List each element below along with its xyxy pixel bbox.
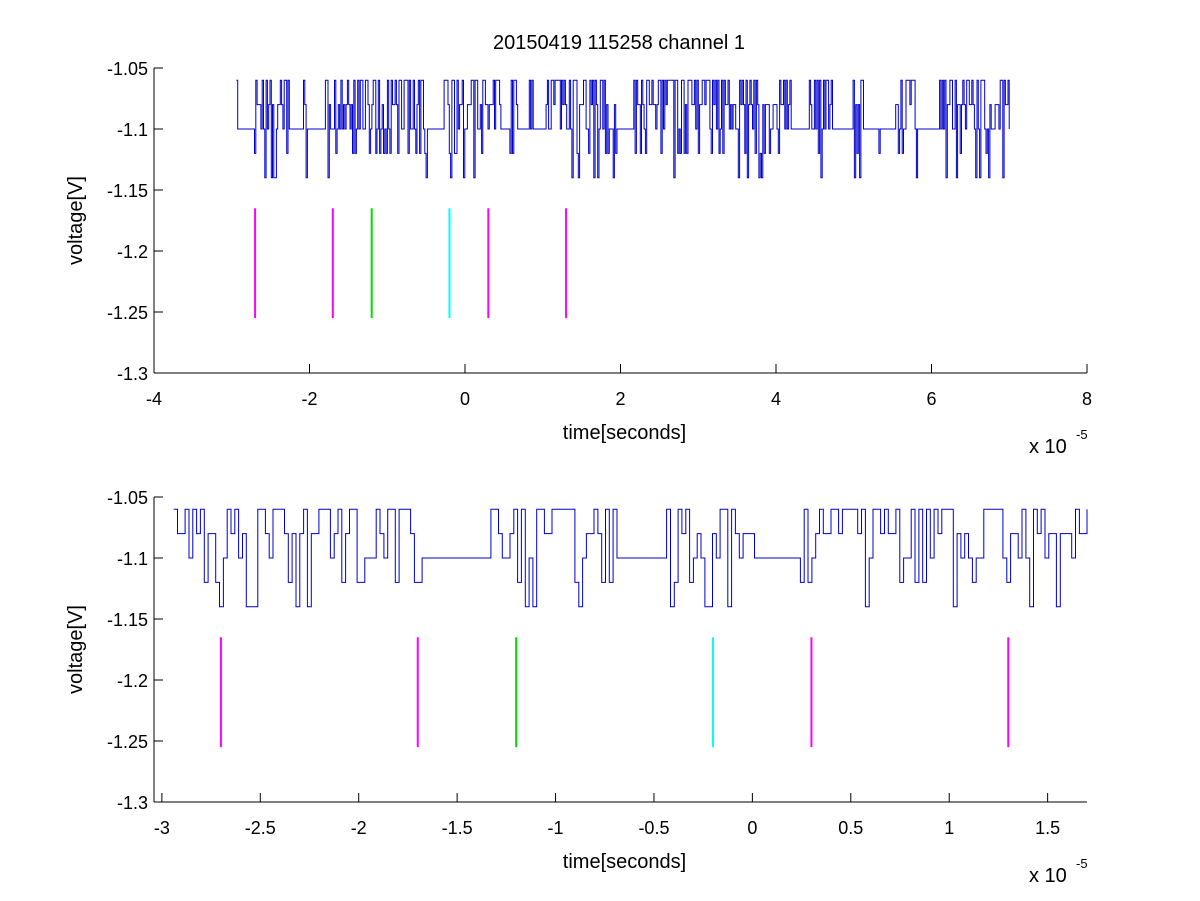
y-tick-label: -1.15 bbox=[107, 610, 148, 630]
x-axis-label: time[seconds] bbox=[563, 422, 686, 444]
y-tick-label: -1.15 bbox=[107, 181, 148, 201]
x-tick-label: -4 bbox=[146, 389, 162, 409]
x-tick-label: 0 bbox=[747, 818, 757, 838]
x-tick-label: 0.5 bbox=[838, 818, 863, 838]
x-tick-label: 6 bbox=[926, 389, 936, 409]
x-tick-label: -2 bbox=[351, 818, 367, 838]
y-tick-label: -1.05 bbox=[107, 488, 148, 508]
y-tick-label: -1.2 bbox=[117, 671, 148, 691]
y-tick-label: -1.3 bbox=[117, 793, 148, 813]
x-exponent-power: -5 bbox=[1076, 856, 1088, 871]
signal-trace bbox=[173, 508, 1088, 608]
x-tick-label: -3 bbox=[154, 818, 170, 838]
y-tick-label: -1.3 bbox=[117, 364, 148, 384]
bottom-plot: -3 -2.5 -2 -1.5 -1 -0.5 0 0.5 1 1.5 -1.3 -1.25 -1.2 -… bbox=[65, 488, 1088, 887]
x-tick-label: -2 bbox=[301, 389, 317, 409]
x-exponent-label: x 10 bbox=[1029, 865, 1067, 887]
x-tick-label: -2.5 bbox=[245, 818, 276, 838]
x-tick-label: -1 bbox=[548, 818, 564, 838]
y-axis-label: voltage[V] bbox=[65, 605, 87, 694]
x-tick-label: 2 bbox=[615, 389, 625, 409]
y-tick-label: -1.05 bbox=[107, 59, 148, 79]
y-axis-label: voltage[V] bbox=[65, 176, 87, 265]
x-tick-label: 8 bbox=[1082, 389, 1092, 409]
x-tick-label: 1.5 bbox=[1035, 818, 1060, 838]
x-tick-label: 1 bbox=[944, 818, 954, 838]
signal-trace bbox=[236, 79, 1010, 179]
chart-title: 20150419 115258 channel 1 bbox=[493, 32, 745, 54]
x-tick-label: -1.5 bbox=[442, 818, 473, 838]
y-tick-label: -1.25 bbox=[107, 303, 148, 323]
x-tick-label: 4 bbox=[771, 389, 781, 409]
x-axis-label: time[seconds] bbox=[563, 851, 686, 873]
x-tick-label: -0.5 bbox=[638, 818, 669, 838]
y-tick-label: -1.25 bbox=[107, 732, 148, 752]
x-tick-label: 0 bbox=[460, 389, 470, 409]
y-tick-label: -1.2 bbox=[117, 242, 148, 262]
x-exponent-label: x 10 bbox=[1029, 436, 1067, 458]
y-tick-label: -1.1 bbox=[117, 120, 148, 140]
y-tick-label: -1.1 bbox=[117, 549, 148, 569]
top-plot: -4 -2 0 2 4 6 8 -1.3 -1.25 -1.2 -1.15 -1.1 -1.05 time… bbox=[65, 59, 1092, 458]
x-exponent-power: -5 bbox=[1076, 427, 1088, 442]
